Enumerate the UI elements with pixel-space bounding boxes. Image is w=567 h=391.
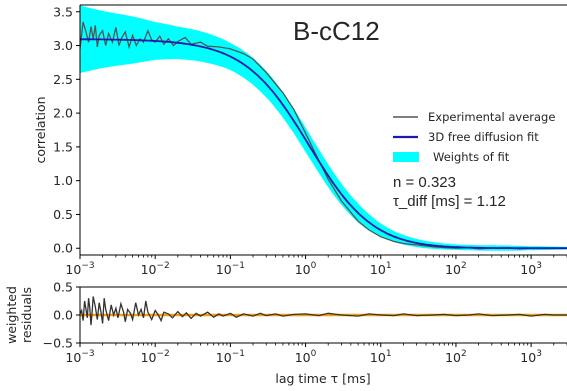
correlation-plot: 0.0 0.5 1.0 1.5 2.0 2.5 3.0 3.5 10−3 10−2 10−1 100 1… [33,4,567,277]
x-tick-label: 100 [295,261,317,277]
x-tick-label: 10−3 [65,349,94,365]
y-tick-label: −0.5 [43,336,73,351]
y-tick-label: 1.5 [53,139,73,154]
x-tick-label: 103 [520,261,542,277]
residuals-y-label-line1: weighted [4,286,19,344]
annotation-n: n = 0.323 [393,174,456,191]
y-tick-label: 0.5 [53,280,73,295]
legend-swatch-weights [393,152,419,162]
y-tick-label: 2.0 [53,106,73,121]
x-tick-label: 101 [370,261,392,277]
x-tick-label: 10−2 [141,261,170,277]
x-tick-label: 10−1 [216,349,245,365]
y-axis-label: correlation [33,96,48,163]
y-tick-label: 0.0 [53,241,73,256]
residuals-y-label-line2: residuals [19,287,34,343]
x-tick-label: 10−2 [141,349,170,365]
x-axis-label: lag time τ [ms] [275,371,370,386]
diffusion-fit-line [80,38,567,250]
x-tick-label: 10−3 [65,261,94,277]
y-tick-label: 1.0 [53,173,73,188]
x-tick-label: 10−1 [216,261,245,277]
x-tick-label: 100 [295,349,317,365]
y-tick-label: 3.5 [53,4,73,19]
x-tick-label: 102 [445,349,467,365]
y-tick-label: 0.0 [53,308,73,323]
legend-label-fit: 3D free diffusion fit [428,130,539,144]
weights-band [80,5,567,251]
x-tick-label: 102 [445,261,467,277]
x-tick-label: 103 [520,349,542,365]
legend: Experimental average 3D free diffusion f… [393,110,555,164]
x-tick-label: 101 [370,349,392,365]
y-tick-label: 2.5 [53,72,73,87]
y-tick-label: 0.5 [53,207,73,222]
legend-label-weights: Weights of fit [433,150,510,164]
y-tick-label: 3.0 [53,38,73,53]
residuals-line [80,296,567,326]
residuals-plot: −0.5 0.0 0.5 10−3 10−2 10−1 100 101 102 103 weigh… [4,280,567,386]
annotation-tau-diff: τ_diff [ms] = 1.12 [393,193,506,210]
legend-label-experimental: Experimental average [428,110,555,124]
chart-title: B-cC12 [293,16,380,46]
